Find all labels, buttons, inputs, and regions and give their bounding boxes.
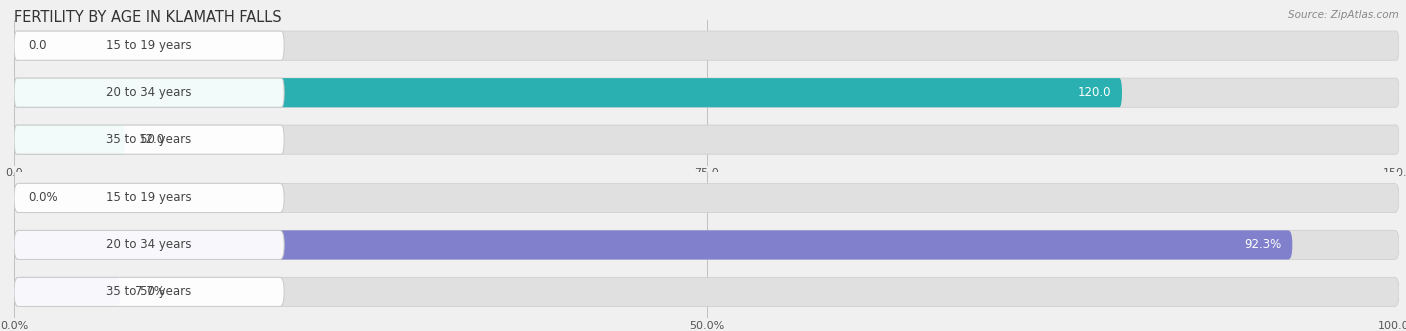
FancyBboxPatch shape — [14, 230, 1292, 260]
FancyBboxPatch shape — [14, 31, 1399, 60]
Text: 7.7%: 7.7% — [135, 285, 165, 299]
FancyBboxPatch shape — [14, 78, 284, 107]
Text: 35 to 50 years: 35 to 50 years — [107, 285, 191, 299]
FancyBboxPatch shape — [14, 31, 284, 60]
FancyBboxPatch shape — [14, 230, 1399, 260]
FancyBboxPatch shape — [14, 78, 1122, 107]
FancyBboxPatch shape — [14, 230, 284, 260]
Text: 120.0: 120.0 — [1077, 86, 1111, 99]
Text: 15 to 19 years: 15 to 19 years — [107, 39, 191, 52]
FancyBboxPatch shape — [14, 277, 284, 307]
Text: 0.0%: 0.0% — [28, 191, 58, 205]
Text: 20 to 34 years: 20 to 34 years — [107, 86, 191, 99]
FancyBboxPatch shape — [14, 78, 1399, 107]
FancyBboxPatch shape — [14, 277, 121, 307]
FancyBboxPatch shape — [14, 125, 284, 154]
FancyBboxPatch shape — [14, 183, 1399, 213]
Text: FERTILITY BY AGE IN KLAMATH FALLS: FERTILITY BY AGE IN KLAMATH FALLS — [14, 10, 281, 25]
Text: 12.0: 12.0 — [139, 133, 165, 146]
Text: 15 to 19 years: 15 to 19 years — [107, 191, 191, 205]
FancyBboxPatch shape — [14, 183, 284, 213]
Text: 0.0: 0.0 — [28, 39, 46, 52]
Text: 92.3%: 92.3% — [1244, 238, 1281, 252]
Text: 35 to 50 years: 35 to 50 years — [107, 133, 191, 146]
FancyBboxPatch shape — [14, 125, 1399, 154]
FancyBboxPatch shape — [14, 277, 1399, 307]
Text: 20 to 34 years: 20 to 34 years — [107, 238, 191, 252]
Text: Source: ZipAtlas.com: Source: ZipAtlas.com — [1288, 10, 1399, 20]
FancyBboxPatch shape — [14, 125, 125, 154]
